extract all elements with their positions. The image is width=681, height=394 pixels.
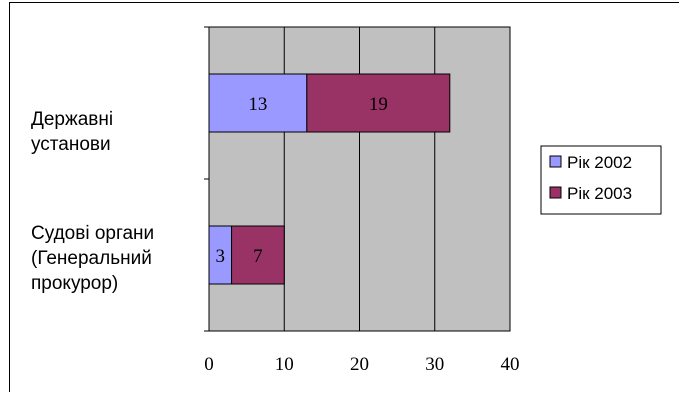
chart-frame xyxy=(9,2,679,392)
category-label: Судові органи (Генеральний прокурор) xyxy=(31,223,155,294)
data-label: 3 xyxy=(216,246,226,267)
data-label: 19 xyxy=(369,94,388,115)
category-label: Державні установи xyxy=(31,109,114,155)
data-label: 7 xyxy=(253,246,263,267)
bar xyxy=(231,225,285,285)
bar xyxy=(306,73,451,133)
x-tick-label: 10 xyxy=(275,354,294,375)
bar xyxy=(208,73,308,133)
x-tick-label: 30 xyxy=(425,354,444,375)
legend-swatch xyxy=(549,186,562,199)
legend-label: Рік 2003 xyxy=(567,184,632,203)
data-label: 13 xyxy=(248,94,267,115)
legend-label: Рік 2002 xyxy=(567,153,632,172)
axes xyxy=(204,26,510,332)
legend-swatch xyxy=(549,155,562,168)
x-tick-label: 20 xyxy=(350,354,369,375)
legend: Рік 2002 Рік 2003 xyxy=(540,145,662,215)
x-tick-labels: 0 10 20 30 40 xyxy=(204,354,519,375)
x-tick-label: 40 xyxy=(501,354,520,375)
x-tick-label: 0 xyxy=(204,354,214,375)
bars: 13 19 3 7 xyxy=(208,73,451,285)
